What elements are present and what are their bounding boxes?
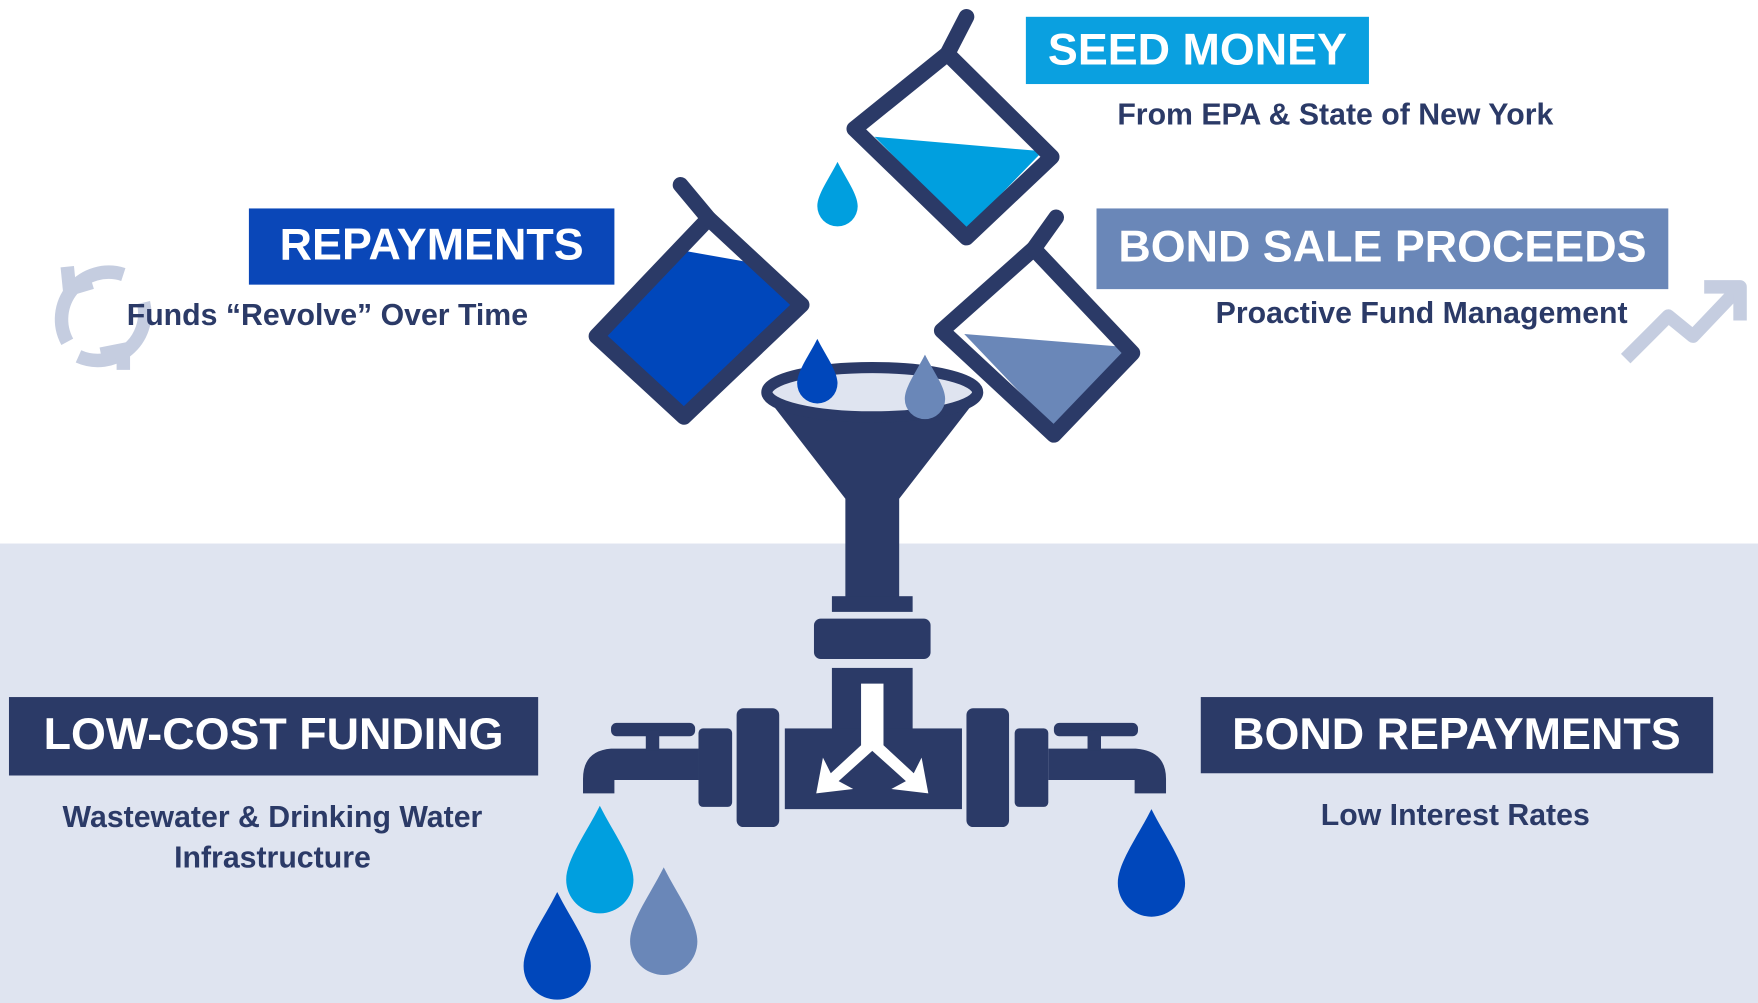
tap-right-stem (1088, 731, 1101, 751)
bond-sale-title: BOND SALE PROCEEDS (1118, 221, 1646, 272)
bond-sale-subtitle: Proactive Fund Management (1216, 297, 1628, 330)
pipe-flange (737, 708, 780, 827)
pipe-collar (832, 596, 913, 612)
page: Revolving fund diagram {"seed_money": {"… (0, 0, 1758, 1003)
pipe-side (1015, 728, 1049, 806)
funnel-rim (767, 368, 978, 417)
seed-money-subtitle: From EPA & State of New York (1117, 99, 1553, 132)
tap-left-stem (646, 731, 659, 751)
pipe-flange (966, 708, 1009, 827)
bond-repayments-subtitle: Low Interest Rates (1321, 799, 1590, 832)
pipe-coupling (814, 619, 931, 659)
body: SEED MONEY From EPA & State of New York … (0, 0, 1758, 1003)
repayments-title: REPAYMENTS (280, 219, 584, 270)
low-cost-subtitle: Wastewater & Drinking Water (63, 801, 483, 834)
pipe-side (698, 728, 732, 806)
seed-money-title: SEED MONEY (1048, 24, 1347, 75)
bond-repayments-title: BOND REPAYMENTS (1232, 708, 1680, 759)
low-cost-title: LOW-COST FUNDING (44, 708, 504, 759)
repayments-subtitle: Funds “Revolve” Over Time (127, 299, 528, 332)
diagram: SEED MONEY From EPA & State of New York … (0, 0, 1758, 1003)
low-cost-subtitle: Infrastructure (174, 842, 371, 875)
